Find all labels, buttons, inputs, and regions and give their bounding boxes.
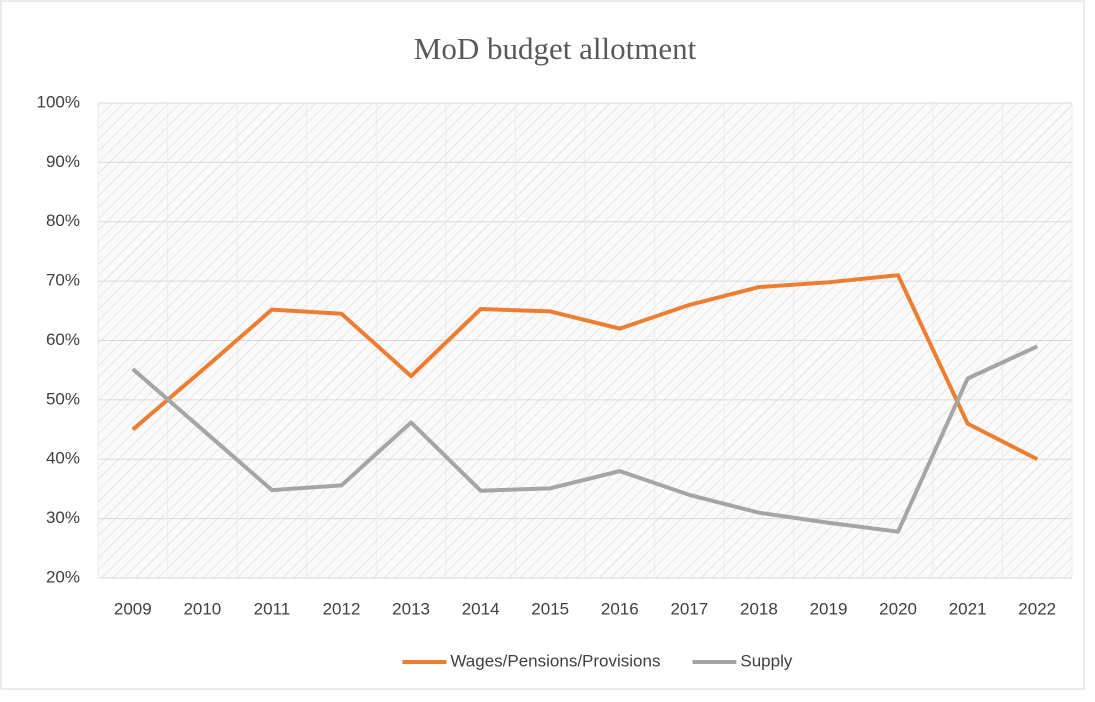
y-tick-label: 100% [37,92,80,111]
y-tick-label: 90% [46,152,80,171]
x-tick-label: 2015 [531,599,569,618]
line-series [131,344,1039,534]
y-tick-label: 60% [46,330,80,349]
y-tick-label: 40% [46,449,80,468]
x-tick-label: 2020 [879,599,917,618]
legend-label: Supply [740,651,792,670]
x-tick-label: 2022 [1018,599,1056,618]
x-tick-label: 2016 [601,599,639,618]
y-tick-label: 80% [46,211,80,230]
y-tick-label: 50% [46,389,80,408]
x-tick-label: 2011 [254,599,291,618]
y-tick-label: 30% [46,508,80,527]
x-tick-label: 2010 [183,599,221,618]
x-tick-label: 2018 [740,599,778,618]
legend-label: Wages/Pensions/Provisions [450,651,660,670]
x-tick-label: 2017 [670,599,708,618]
x-tick-label: 2019 [810,599,848,618]
x-tick-label: 2012 [323,599,361,618]
line-series [131,273,1039,462]
x-tick-label: 2009 [114,599,152,618]
x-tick-label: 2021 [949,599,987,618]
y-tick-label: 20% [46,567,80,586]
y-tick-label: 70% [46,271,80,290]
x-tick-label: 2014 [462,599,500,618]
x-tick-label: 2013 [392,599,430,618]
chart-title: MoD budget allotment [414,31,697,66]
